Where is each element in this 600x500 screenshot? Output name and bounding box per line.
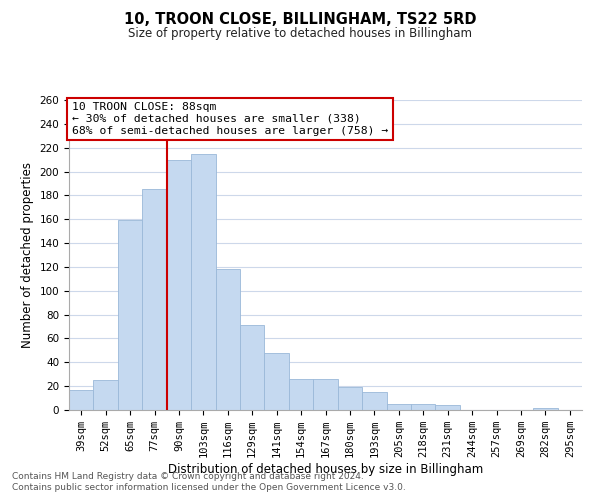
Bar xyxy=(69,390,94,410)
Text: 10, TROON CLOSE, BILLINGHAM, TS22 5RD: 10, TROON CLOSE, BILLINGHAM, TS22 5RD xyxy=(124,12,476,28)
Bar xyxy=(533,408,557,410)
Bar xyxy=(167,160,191,410)
Bar xyxy=(118,220,142,410)
Bar xyxy=(313,379,338,410)
Bar xyxy=(386,404,411,410)
Text: 10 TROON CLOSE: 88sqm
← 30% of detached houses are smaller (338)
68% of semi-det: 10 TROON CLOSE: 88sqm ← 30% of detached … xyxy=(72,102,388,136)
Y-axis label: Number of detached properties: Number of detached properties xyxy=(21,162,34,348)
Bar xyxy=(362,392,386,410)
Bar xyxy=(436,405,460,410)
Bar xyxy=(289,379,313,410)
Bar xyxy=(215,270,240,410)
Text: Size of property relative to detached houses in Billingham: Size of property relative to detached ho… xyxy=(128,28,472,40)
Bar xyxy=(265,353,289,410)
Bar xyxy=(142,190,167,410)
Bar xyxy=(94,380,118,410)
Text: Contains public sector information licensed under the Open Government Licence v3: Contains public sector information licen… xyxy=(12,484,406,492)
Bar xyxy=(240,326,265,410)
Bar xyxy=(411,404,436,410)
X-axis label: Distribution of detached houses by size in Billingham: Distribution of detached houses by size … xyxy=(168,463,483,476)
Bar xyxy=(338,388,362,410)
Bar xyxy=(191,154,215,410)
Text: Contains HM Land Registry data © Crown copyright and database right 2024.: Contains HM Land Registry data © Crown c… xyxy=(12,472,364,481)
